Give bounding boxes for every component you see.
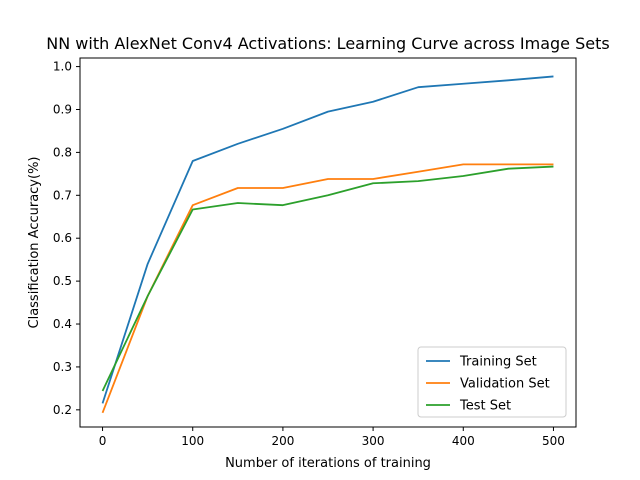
x-axis-label: Number of iterations of training [225, 456, 431, 471]
y-tick-label: 0.3 [53, 360, 72, 374]
series-line-training-set [101, 75, 554, 404]
x-axis-ticks: 0 100 200 300 400 500 [99, 427, 565, 448]
y-tick-label: 0.7 [53, 188, 72, 202]
y-tick-label: 0.5 [53, 274, 72, 288]
chart-title: NN with AlexNet Conv4 Activations: Learn… [46, 34, 609, 53]
legend-label: Test Set [459, 399, 511, 414]
y-tick-label: 1.0 [53, 60, 72, 74]
x-tick-label: 400 [452, 434, 475, 448]
y-tick-label: 0.2 [53, 403, 72, 417]
y-axis-label: Classification Accuracy(%) [27, 157, 42, 329]
series-line-test-set [101, 165, 554, 392]
series-line-validation-set [101, 163, 554, 414]
y-tick-label: 0.6 [53, 231, 72, 245]
axes-frame [79, 57, 577, 428]
x-tick-label: 100 [181, 434, 204, 448]
x-tick-label: 300 [362, 434, 385, 448]
y-tick-label: 0.4 [53, 317, 72, 331]
y-tick-label: 0.8 [53, 145, 72, 159]
y-tick-label: 0.9 [53, 102, 72, 116]
legend: Training Set Validation Set Test Set [417, 346, 567, 418]
legend-label: Training Set [459, 355, 537, 370]
x-tick-label: 200 [271, 434, 294, 448]
legend-box [417, 346, 567, 418]
x-tick-label: 500 [542, 434, 565, 448]
x-tick-label: 0 [99, 434, 107, 448]
series-layer [101, 75, 554, 414]
legend-label: Validation Set [460, 377, 550, 392]
y-axis-ticks: 0.2 0.3 0.4 0.5 0.6 0.7 0.8 0.9 1.0 [53, 60, 80, 417]
